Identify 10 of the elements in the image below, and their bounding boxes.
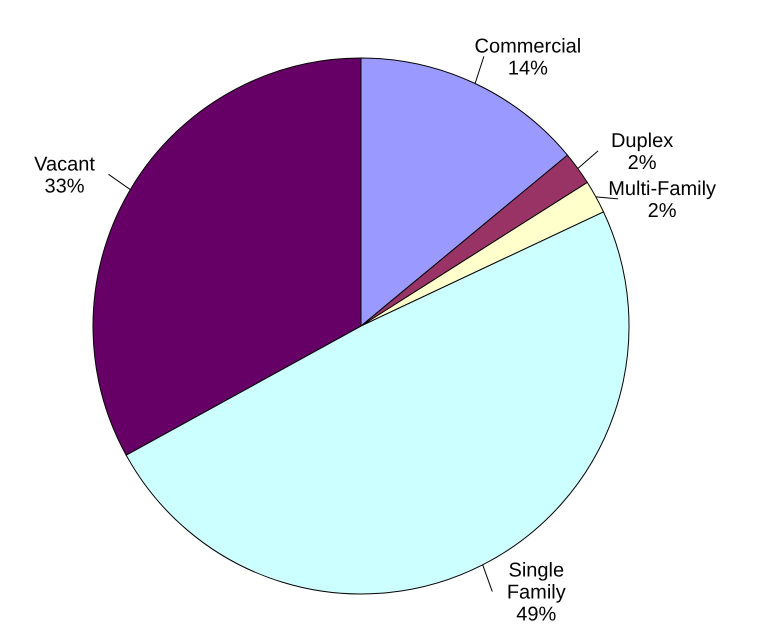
data-label: 49% — [516, 604, 557, 626]
data-label: 2% — [628, 152, 657, 174]
slice-label: Duplex — [610, 130, 674, 152]
slice-label: Single Family — [506, 560, 566, 604]
slice-label: Vacant — [34, 153, 96, 176]
data-label: 33% — [44, 175, 85, 198]
data-label: 2% — [648, 200, 677, 222]
slice-label: Multi-Family — [608, 178, 716, 200]
data-label: 14% — [508, 57, 548, 80]
slice-label: Commercial — [474, 35, 582, 58]
